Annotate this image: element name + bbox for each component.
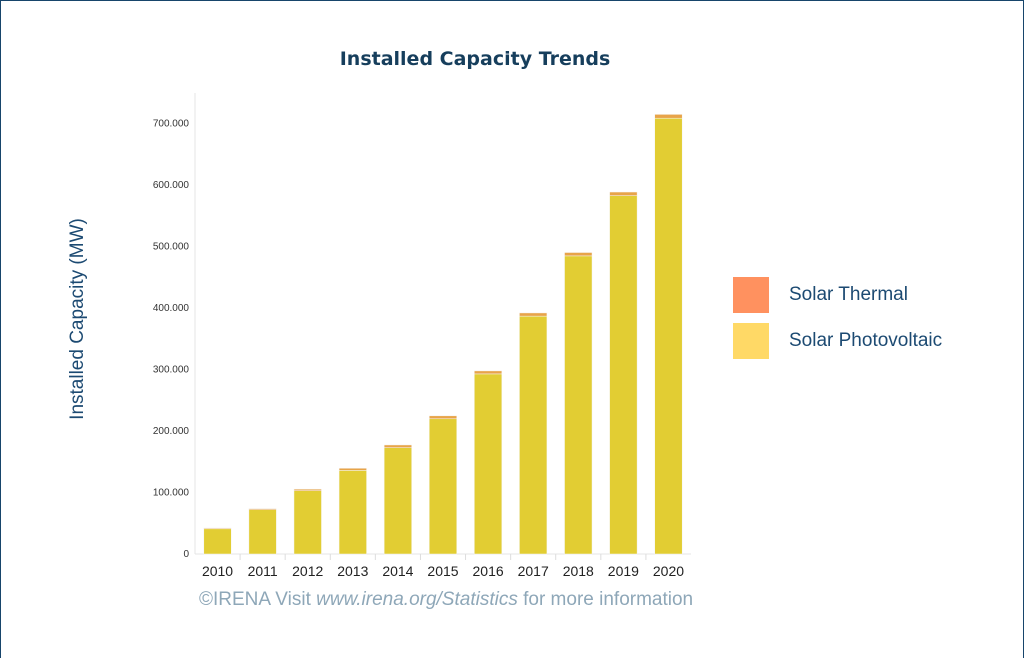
bar-solar-thermal-2013[interactable] [338,468,367,471]
irena-statistics-link[interactable]: www.irena.org/Statistics [316,589,518,610]
legend-item-solar-thermal[interactable]: Solar Thermal [733,277,942,313]
y-tick-label: 200.000 [153,426,190,437]
x-tick-label: 2015 [427,563,458,579]
x-tick-label: 2014 [382,563,413,579]
x-tick-label: 2017 [518,563,549,579]
y-tick-label: 500.000 [153,242,190,253]
bar-solar-thermal-2017[interactable] [519,312,548,317]
bar-solar-photovoltaic-2020[interactable] [654,117,683,555]
x-axis: 2010 2011 2012 2013 2014 2015 2016 2017 2018 2019… [195,553,691,579]
bar-solar-photovoltaic-2013[interactable] [338,470,367,555]
source-credit: ©IRENA Visit www.irena.org/Statistics fo… [199,589,693,611]
y-tick-label: 700.000 [153,119,190,130]
credit-prefix: ©IRENA Visit [199,589,317,610]
bar-solar-thermal-2012[interactable] [293,488,322,491]
x-tick-label: 2019 [608,563,639,579]
bar-solar-photovoltaic-2011[interactable] [248,509,277,555]
bar-solar-photovoltaic-2016[interactable] [474,373,503,555]
bars [203,114,683,555]
legend-label-solar-thermal: Solar Thermal [789,284,908,305]
x-tick-label: 2013 [337,563,368,579]
chart-title: Installed Capacity Trends [339,48,611,70]
bar-solar-thermal-2018[interactable] [564,252,593,257]
y-tick-label: 300.000 [153,365,190,376]
bar-solar-thermal-2016[interactable] [474,370,503,375]
x-tick-label: 2018 [563,563,594,579]
credit-suffix: for more information [517,589,694,610]
x-tick-label: 2010 [202,563,233,579]
bar-solar-thermal-2011[interactable] [248,508,277,510]
x-tick-label: 2012 [292,563,323,579]
y-tick-label: 600.000 [153,180,190,191]
legend-swatch-solar-thermal [733,277,769,313]
legend-swatch-solar-photovoltaic [733,323,769,359]
legend: Solar Thermal Solar Photovoltaic [733,277,942,369]
bar-solar-thermal-2014[interactable] [383,444,412,448]
bar-solar-photovoltaic-2015[interactable] [429,418,457,555]
y-axis: 0 100.000 200.000 300.000 400.000 500.000 600.… [153,93,196,560]
bar-solar-thermal-2015[interactable] [429,415,457,420]
legend-item-solar-photovoltaic[interactable]: Solar Photovoltaic [733,323,942,359]
bar-solar-thermal-2019[interactable] [609,191,638,196]
x-tick-label: 2020 [653,563,684,579]
bar-solar-thermal-2010[interactable] [203,527,232,530]
x-tick-label: 2011 [248,563,278,579]
bar-solar-photovoltaic-2017[interactable] [519,315,548,555]
bar-solar-thermal-2020[interactable] [654,114,683,119]
bar-solar-photovoltaic-2014[interactable] [383,447,412,555]
bar-solar-photovoltaic-2012[interactable] [293,490,322,555]
bar-solar-photovoltaic-2010[interactable] [203,528,232,555]
y-tick-label: 400.000 [153,303,190,314]
bar-solar-photovoltaic-2019[interactable] [609,195,638,555]
bar-solar-photovoltaic-2018[interactable] [564,255,593,555]
y-tick-label: 0 [183,549,189,560]
legend-label-solar-photovoltaic: Solar Photovoltaic [789,330,943,351]
y-tick-label: 100.000 [153,488,190,499]
x-tick-label: 2016 [473,563,504,579]
